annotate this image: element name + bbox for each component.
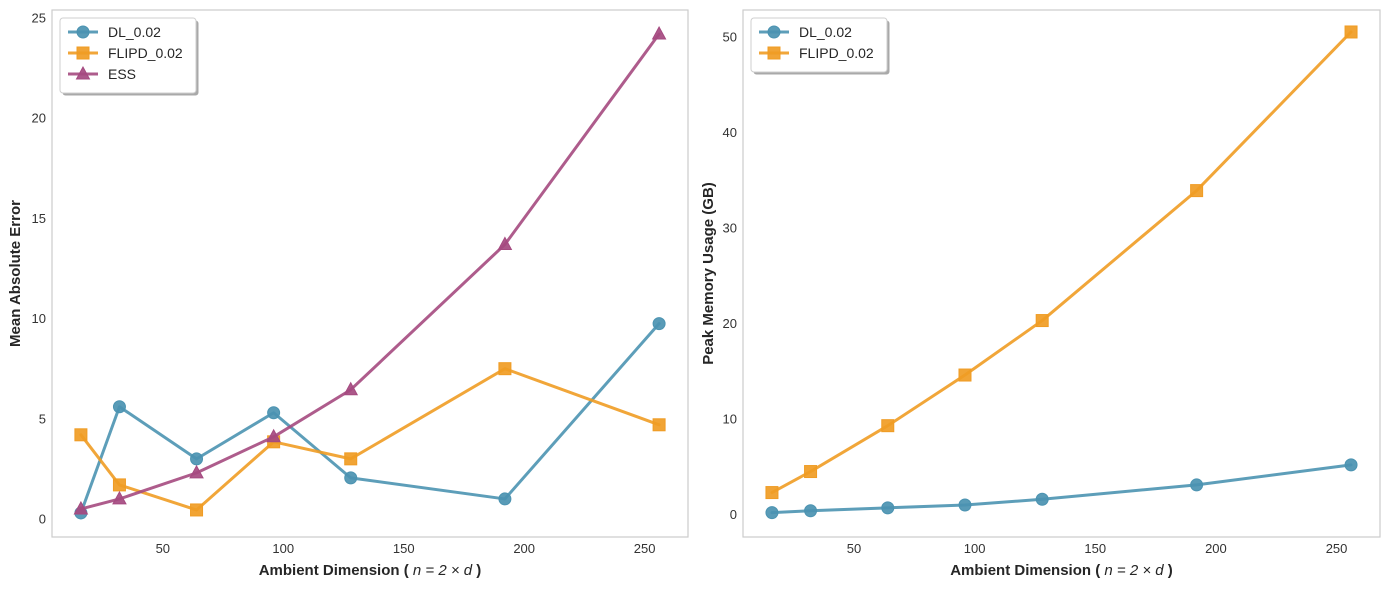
- y-tick-label: 15: [32, 211, 46, 226]
- data-point: [498, 362, 512, 376]
- data-point: [498, 492, 512, 506]
- legend-label: FLIPD_0.02: [799, 45, 874, 61]
- data-point: [189, 464, 204, 479]
- data-point: [1344, 25, 1358, 39]
- x-axis-label-math: n = 2 × d: [1104, 562, 1164, 579]
- y-tick-label: 0: [730, 507, 737, 522]
- x-tick-label: 200: [1205, 541, 1227, 556]
- legend: DL_0.02 FLIPD_0.02: [750, 17, 890, 75]
- data-point: [1190, 478, 1204, 492]
- x-tick-label: 50: [156, 541, 170, 556]
- data-point: [112, 478, 126, 492]
- data-point: [112, 490, 127, 505]
- legend-label: FLIPD_0.02: [108, 45, 183, 61]
- data-point: [73, 500, 89, 515]
- y-tick-label: 10: [723, 411, 737, 426]
- series-ESS: [73, 25, 667, 515]
- data-point: [765, 506, 779, 520]
- legend-marker: [76, 46, 90, 60]
- y-tick-label: 0: [39, 511, 46, 526]
- data-point: [881, 419, 895, 433]
- x-tick-label: 250: [634, 541, 656, 556]
- y-tick-label: 25: [32, 11, 46, 26]
- data-point: [1190, 184, 1204, 198]
- legend-marker: [75, 65, 91, 80]
- data-point: [652, 317, 666, 331]
- legend-label: DL_0.02: [108, 24, 161, 40]
- data-point: [497, 236, 513, 250]
- series-FLIPD_0.02: [765, 25, 1358, 500]
- data-point: [1035, 492, 1049, 506]
- x-tick-label: 250: [1326, 541, 1348, 556]
- legend-label: DL_0.02: [799, 24, 852, 40]
- legend-marker: [76, 25, 90, 39]
- data-point: [266, 428, 281, 443]
- data-point: [344, 452, 358, 466]
- data-point: [267, 406, 281, 420]
- y-tick-label: 40: [723, 125, 737, 140]
- right-panel: 50 100 150 200 250 0 10 20 30 40 50 Ambient Dimensi…: [700, 9, 1381, 579]
- plot-frame: [742, 9, 1381, 538]
- x-axis-label: Ambient Dimension ( n = 2 × d ): [950, 562, 1173, 579]
- legend-label: ESS: [108, 66, 136, 82]
- x-axis-label-prefix: Ambient Dimension (: [259, 562, 413, 579]
- y-tick-label: 20: [723, 316, 737, 331]
- x-tick-label: 150: [1084, 541, 1106, 556]
- data-point: [1035, 314, 1049, 328]
- data-point: [958, 498, 972, 512]
- x-tick-label: 100: [964, 541, 986, 556]
- data-point: [765, 486, 779, 500]
- x-axis-label-math: n = 2 × d: [413, 562, 473, 579]
- x-tick-label: 150: [393, 541, 415, 556]
- data-point: [804, 504, 818, 518]
- data-point: [343, 381, 359, 396]
- data-point: [804, 465, 818, 479]
- y-tick-label: 50: [723, 29, 737, 44]
- y-tick-label: 20: [32, 111, 46, 126]
- data-point: [1344, 458, 1358, 472]
- x-tick-label: 200: [513, 541, 535, 556]
- y-tick-label: 5: [39, 411, 46, 426]
- y-axis-label: Peak Memory Usage (GB): [700, 182, 717, 365]
- data-point: [651, 25, 667, 40]
- x-axis-label-suffix: ): [1164, 562, 1173, 579]
- data-point: [190, 452, 204, 466]
- data-point: [190, 503, 204, 517]
- data-point: [652, 418, 666, 432]
- data-point: [881, 501, 895, 515]
- x-tick-label: 50: [847, 541, 861, 556]
- x-axis-label: Ambient Dimension ( n = 2 × d ): [259, 562, 482, 579]
- x-axis-label-prefix: Ambient Dimension (: [950, 562, 1104, 579]
- series-DL_0.02: [765, 458, 1358, 520]
- x-axis-label-suffix: ): [472, 562, 481, 579]
- data-point: [74, 428, 88, 442]
- series-DL_0.02: [74, 317, 666, 520]
- left-panel: 50 100 150 200 250 0 5 10 15 20 25 Ambient Dimensio…: [7, 9, 689, 579]
- y-tick-label: 10: [32, 311, 46, 326]
- legend-marker: [767, 46, 781, 60]
- data-point: [112, 400, 126, 414]
- x-tick-label: 100: [272, 541, 294, 556]
- legend: DL_0.02 FLIPD_0.02 ESS: [59, 17, 199, 96]
- y-axis-label: Mean Absolute Error: [7, 200, 24, 347]
- legend-marker: [767, 25, 781, 39]
- y-tick-label: 30: [723, 220, 737, 235]
- data-point: [344, 471, 358, 485]
- data-point: [958, 368, 972, 382]
